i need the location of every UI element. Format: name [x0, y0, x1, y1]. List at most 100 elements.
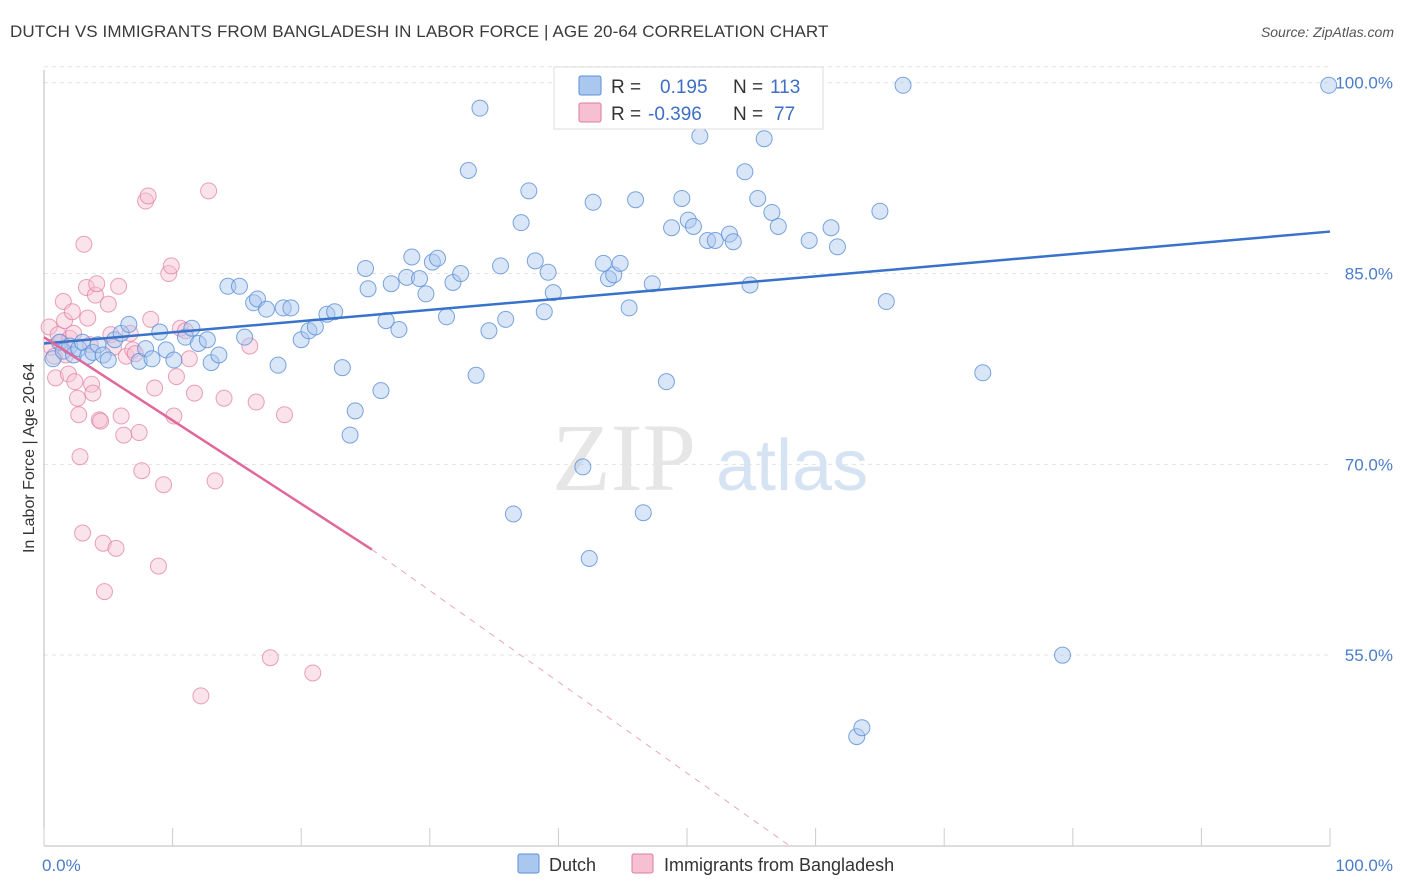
- dutch-point: [257, 300, 275, 318]
- dutch-point: [411, 270, 429, 288]
- dutch-point: [94, 346, 112, 364]
- dutch-point: [236, 328, 254, 346]
- dutch-point: [974, 364, 992, 382]
- bangladesh-point: [75, 235, 93, 253]
- dutch-point: [673, 189, 691, 207]
- y-tick-label: 85.0%: [1345, 265, 1393, 284]
- dutch-point: [438, 308, 456, 326]
- dutch-point: [634, 504, 652, 522]
- dutch-point: [357, 259, 374, 277]
- dutch-point: [594, 254, 612, 272]
- y-axis-title: In Labor Force | Age 20-64: [21, 363, 38, 553]
- dutch-point: [663, 219, 681, 237]
- bangladesh-point: [47, 369, 65, 387]
- bangladesh-point: [130, 424, 148, 442]
- dutch-point: [89, 336, 107, 354]
- bangladesh-point: [146, 379, 164, 397]
- dutch-point: [749, 189, 767, 207]
- dutch-point: [584, 193, 602, 211]
- dutch-point: [372, 382, 390, 400]
- dutch-point: [429, 249, 447, 267]
- dutch-point: [99, 351, 117, 369]
- bangladesh-point: [241, 337, 259, 355]
- legend-dutch-r-label: R =: [611, 77, 641, 98]
- legend-bottom-dutch-swatch: [517, 853, 540, 874]
- dutch-point: [282, 299, 300, 317]
- dutch-point: [535, 303, 553, 321]
- bangladesh-point: [66, 373, 84, 391]
- legend-bangladesh-n-value: 77: [774, 104, 795, 125]
- bangladesh-point: [99, 295, 117, 313]
- legend-dutch-n-value: 113: [770, 77, 800, 98]
- dutch-trend-line: [43, 230, 1331, 345]
- bangladesh-point: [215, 389, 233, 407]
- bangladesh-point: [185, 384, 203, 402]
- watermark-atlas: atlas: [716, 426, 868, 506]
- dutch-point: [189, 335, 207, 353]
- dutch-point: [467, 366, 485, 384]
- bangladesh-point: [94, 534, 112, 552]
- bangladesh-trend-line: [43, 336, 373, 551]
- dutch-point: [459, 161, 477, 179]
- dutch-point: [504, 505, 522, 523]
- bangladesh-point: [133, 462, 151, 480]
- bangladesh-point: [200, 182, 218, 200]
- dutch-point: [769, 217, 787, 235]
- dutch-point: [198, 331, 216, 349]
- bangladesh-point: [139, 187, 157, 205]
- dutch-point: [333, 359, 351, 377]
- dutch-point: [828, 238, 846, 256]
- bangladesh-point: [162, 257, 180, 275]
- bangladesh-point: [88, 275, 106, 293]
- dutch-point: [390, 321, 408, 339]
- dutch-point: [544, 284, 562, 302]
- bangladesh-point: [79, 309, 97, 327]
- bangladesh-point: [180, 350, 198, 368]
- bangladesh-trend-extension: [371, 549, 791, 847]
- y-tick-label: 70.0%: [1345, 455, 1393, 474]
- bangladesh-point: [149, 557, 167, 575]
- dutch-point: [741, 276, 759, 294]
- legend-top: R = 0.195 N = 113 R = -0.396 N = 77: [553, 66, 824, 130]
- dutch-point: [822, 219, 840, 237]
- dutch-point: [165, 351, 183, 369]
- bangladesh-point: [95, 583, 113, 601]
- dutch-point: [853, 719, 871, 737]
- dutch-point: [497, 310, 515, 328]
- dutch-point: [871, 202, 889, 220]
- dutch-point: [848, 728, 866, 746]
- bangladesh-point: [155, 476, 173, 494]
- dutch-point: [326, 303, 344, 321]
- dutch-point: [452, 265, 470, 283]
- dutch-point: [341, 426, 359, 444]
- dutch-point: [763, 203, 781, 221]
- bangladesh-point: [63, 303, 81, 321]
- trend-lines: [43, 230, 1331, 847]
- legend-bangladesh-r-label: R =: [611, 104, 641, 125]
- bangladesh-point: [275, 406, 293, 424]
- dutch-point: [755, 130, 773, 148]
- bangladesh-point: [90, 411, 108, 429]
- bangladesh-point: [84, 384, 102, 402]
- dutch-point: [657, 373, 675, 391]
- bangladesh-point: [126, 345, 144, 363]
- bangladesh-point: [112, 407, 130, 425]
- dutch-point: [480, 322, 498, 340]
- legend-bangladesh-swatch: [578, 102, 602, 123]
- legend-dutch-n-label: N =: [733, 77, 763, 98]
- dutch-point: [724, 233, 742, 251]
- legend-bottom-dutch-label: Dutch: [549, 855, 596, 875]
- dutch-point: [346, 402, 364, 420]
- source-credit: Source: ZipAtlas.com: [1260, 24, 1394, 40]
- dutch-point: [684, 217, 702, 235]
- bangladesh-point: [83, 375, 101, 393]
- legend-bangladesh-r-value: -0.396: [648, 104, 702, 125]
- dutch-point: [1320, 76, 1338, 94]
- dutch-point: [627, 191, 645, 209]
- bangladesh-point: [107, 539, 125, 557]
- watermark: ZIP atlas: [552, 404, 868, 511]
- bangladesh-point: [261, 649, 279, 667]
- dutch-point: [230, 277, 248, 295]
- dutch-point: [800, 231, 818, 249]
- watermark-zip: ZIP: [552, 404, 696, 511]
